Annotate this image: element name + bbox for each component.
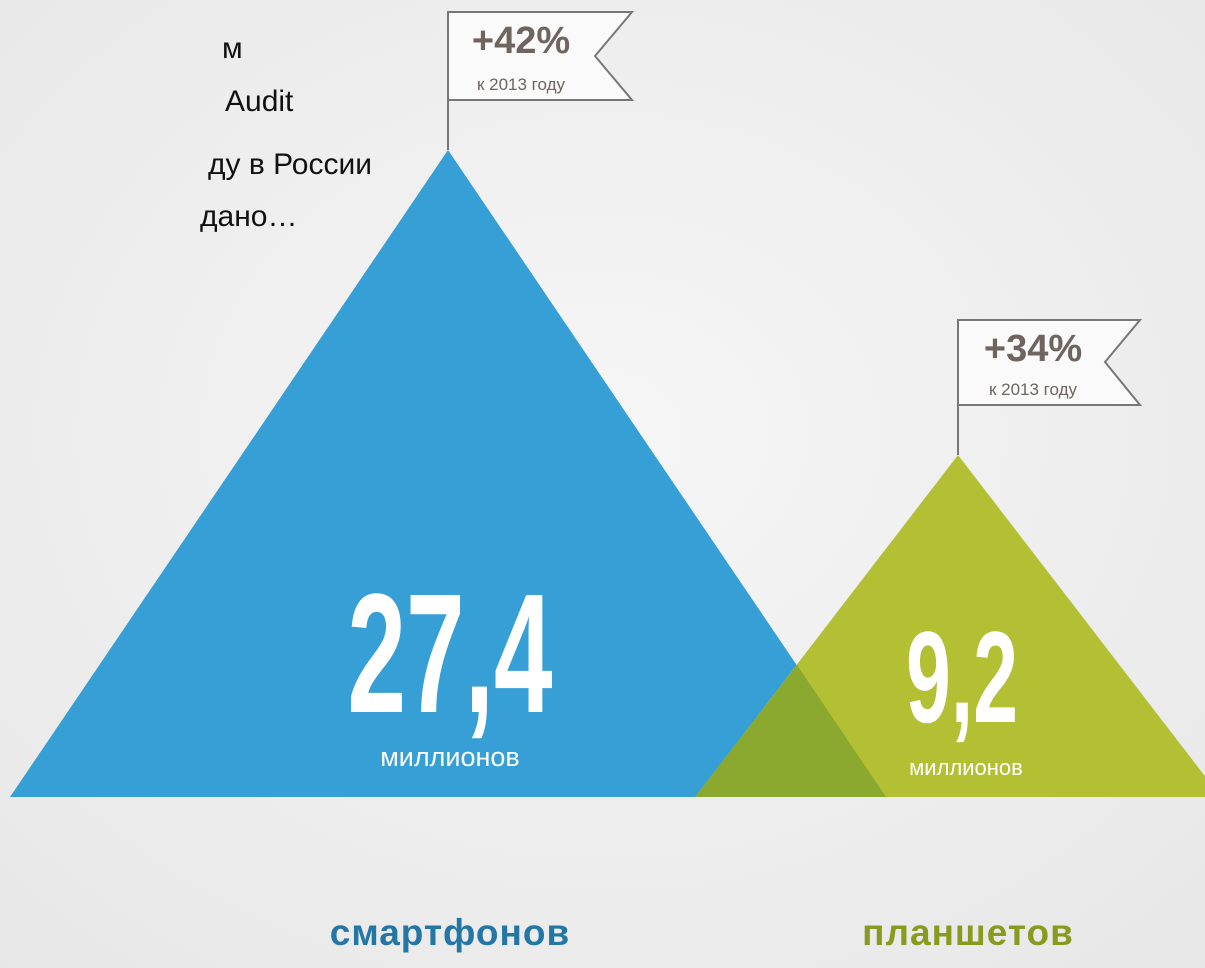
smartphone-triangle — [10, 150, 886, 797]
growth: +34% — [984, 328, 1082, 370]
value: 9,2 — [906, 604, 1018, 749]
growth-note: к 2013 году — [989, 380, 1078, 399]
label: планшетов — [862, 912, 1074, 953]
intro-line: м — [222, 32, 243, 65]
value: 27,4 — [347, 558, 552, 748]
intro-line: ду в России — [208, 148, 372, 181]
flag — [447, 11, 635, 101]
unit: миллионов — [909, 755, 1023, 780]
label: смартфонов — [330, 912, 570, 953]
growth: +42% — [472, 20, 570, 62]
intro-line: Audit — [225, 85, 294, 118]
intro-line: дано… — [200, 200, 297, 233]
overlap — [695, 665, 886, 797]
growth-note: к 2013 году — [477, 75, 566, 94]
flag — [957, 319, 1143, 406]
unit: миллионов — [380, 742, 520, 772]
